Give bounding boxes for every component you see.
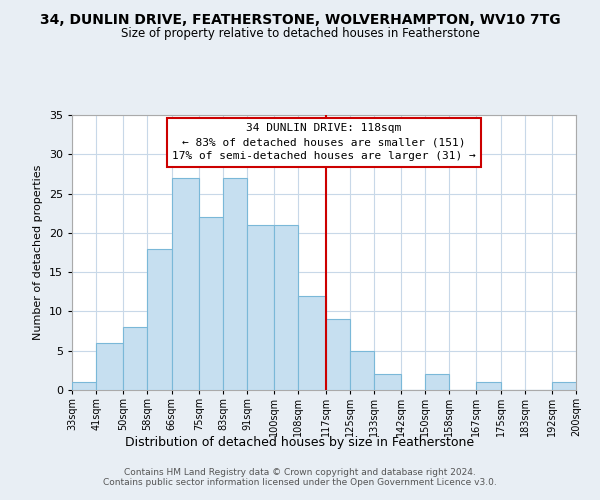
Text: Contains public sector information licensed under the Open Government Licence v3: Contains public sector information licen… xyxy=(103,478,497,487)
Text: 34, DUNLIN DRIVE, FEATHERSTONE, WOLVERHAMPTON, WV10 7TG: 34, DUNLIN DRIVE, FEATHERSTONE, WOLVERHA… xyxy=(40,12,560,26)
Bar xyxy=(172,178,199,390)
Text: Distribution of detached houses by size in Featherstone: Distribution of detached houses by size … xyxy=(125,436,475,449)
Bar xyxy=(425,374,449,390)
Bar xyxy=(476,382,500,390)
Bar xyxy=(247,225,274,390)
Bar xyxy=(350,350,374,390)
Bar xyxy=(72,382,96,390)
Bar xyxy=(374,374,401,390)
Bar xyxy=(199,217,223,390)
Bar xyxy=(223,178,247,390)
Text: Size of property relative to detached houses in Featherstone: Size of property relative to detached ho… xyxy=(121,28,479,40)
Bar xyxy=(148,248,172,390)
Text: Contains HM Land Registry data © Crown copyright and database right 2024.: Contains HM Land Registry data © Crown c… xyxy=(124,468,476,477)
Bar xyxy=(274,225,298,390)
Y-axis label: Number of detached properties: Number of detached properties xyxy=(33,165,43,340)
Bar xyxy=(96,343,124,390)
Bar xyxy=(552,382,576,390)
Text: 34 DUNLIN DRIVE: 118sqm
← 83% of detached houses are smaller (151)
17% of semi-d: 34 DUNLIN DRIVE: 118sqm ← 83% of detache… xyxy=(172,123,476,161)
Bar xyxy=(298,296,326,390)
Bar xyxy=(124,327,148,390)
Bar xyxy=(326,320,350,390)
